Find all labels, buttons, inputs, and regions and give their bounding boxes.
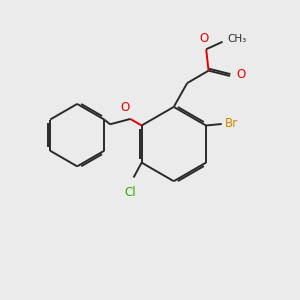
Text: Cl: Cl xyxy=(125,185,136,199)
Text: O: O xyxy=(120,100,130,114)
Text: CH₃: CH₃ xyxy=(227,34,246,44)
Text: Br: Br xyxy=(225,117,238,130)
Text: O: O xyxy=(236,68,246,81)
Text: O: O xyxy=(199,32,208,45)
